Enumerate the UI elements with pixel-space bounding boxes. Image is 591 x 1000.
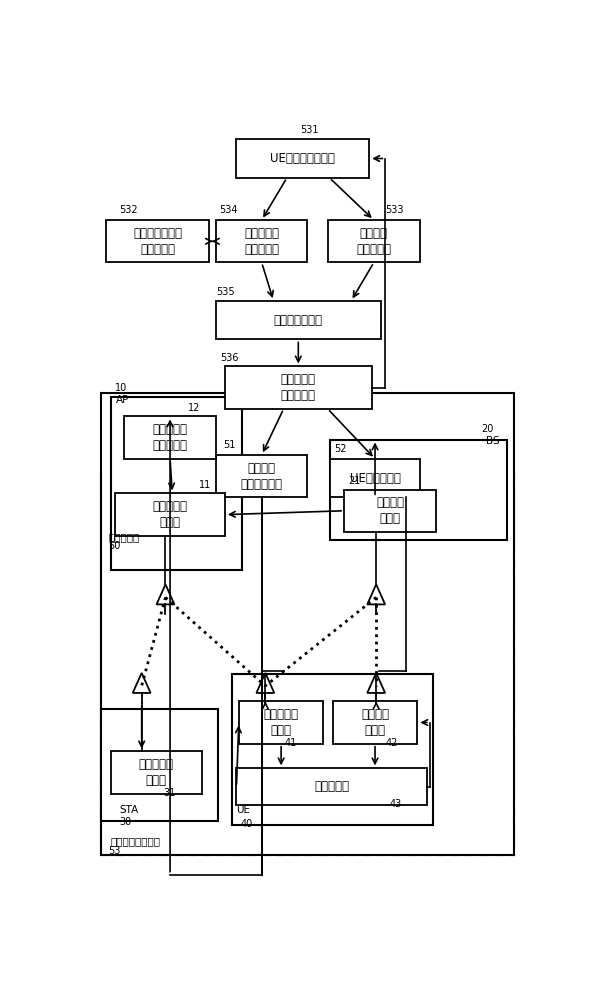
FancyBboxPatch shape <box>216 301 381 339</box>
Text: 536: 536 <box>220 353 239 363</box>
Text: 52: 52 <box>334 444 346 454</box>
FancyBboxPatch shape <box>111 751 202 794</box>
FancyBboxPatch shape <box>102 478 514 855</box>
Text: 非许可频带
通信部: 非许可频带 通信部 <box>152 500 187 529</box>
FancyBboxPatch shape <box>102 393 514 855</box>
Text: 532: 532 <box>119 205 138 215</box>
Text: 30: 30 <box>119 817 132 827</box>
FancyBboxPatch shape <box>239 701 323 744</box>
Text: 线路变更部: 线路变更部 <box>314 780 349 793</box>
FancyBboxPatch shape <box>216 455 307 497</box>
FancyBboxPatch shape <box>333 701 417 744</box>
Text: 许可频带
质量估计部: 许可频带 质量估计部 <box>356 227 391 256</box>
Text: 20: 20 <box>482 424 494 434</box>
FancyBboxPatch shape <box>102 709 218 821</box>
Text: 21: 21 <box>348 476 360 486</box>
Text: UE线路临时确定部: UE线路临时确定部 <box>271 152 335 165</box>
FancyBboxPatch shape <box>115 493 225 536</box>
Text: AP: AP <box>116 395 129 405</box>
Text: 非许可频带
通信部: 非许可频带 通信部 <box>264 708 298 737</box>
Text: 10: 10 <box>115 383 127 393</box>
FancyBboxPatch shape <box>328 220 420 262</box>
Text: 系统容量计算部: 系统容量计算部 <box>274 314 323 327</box>
Text: UE线路指示部: UE线路指示部 <box>350 472 401 485</box>
Text: 线路和参数
最终确定部: 线路和参数 最终确定部 <box>281 373 316 402</box>
Text: 534: 534 <box>219 205 238 215</box>
FancyBboxPatch shape <box>216 220 307 262</box>
Text: 53: 53 <box>108 846 121 856</box>
FancyBboxPatch shape <box>330 459 420 497</box>
Text: 42: 42 <box>385 738 398 748</box>
FancyBboxPatch shape <box>330 440 506 540</box>
Text: 非许可频带
通信部: 非许可频带 通信部 <box>139 758 174 787</box>
Text: 51: 51 <box>223 440 236 450</box>
Text: UE: UE <box>236 805 251 815</box>
Text: BS: BS <box>486 436 500 446</box>
FancyBboxPatch shape <box>344 490 436 532</box>
FancyBboxPatch shape <box>124 416 216 459</box>
Text: 非许可频带参数
临时确定部: 非许可频带参数 临时确定部 <box>133 227 182 256</box>
Text: 线路和参数确定部: 线路和参数确定部 <box>111 836 161 846</box>
FancyBboxPatch shape <box>106 220 209 262</box>
Text: 非许可频带
参数变更部: 非许可频带 参数变更部 <box>152 423 187 452</box>
Text: 非许可频带
质量估计部: 非许可频带 质量估计部 <box>244 227 279 256</box>
Text: 31: 31 <box>163 788 176 798</box>
Text: 管理服务器: 管理服务器 <box>108 532 139 542</box>
Text: 许可频带
通信部: 许可频带 通信部 <box>376 496 404 525</box>
Text: 41: 41 <box>285 738 297 748</box>
Text: 43: 43 <box>390 799 402 809</box>
Text: 533: 533 <box>385 205 404 215</box>
FancyBboxPatch shape <box>232 674 433 825</box>
FancyBboxPatch shape <box>112 397 242 570</box>
Text: STA: STA <box>119 805 139 815</box>
Text: 11: 11 <box>199 480 211 490</box>
Text: 40: 40 <box>241 819 254 829</box>
Text: 许可频带
通信部: 许可频带 通信部 <box>361 708 389 737</box>
Text: 50: 50 <box>108 541 121 551</box>
Text: 非许可频
带参数指示部: 非许可频 带参数指示部 <box>241 462 282 491</box>
Text: 531: 531 <box>301 125 319 135</box>
FancyBboxPatch shape <box>236 139 369 178</box>
Text: 535: 535 <box>216 287 235 297</box>
FancyBboxPatch shape <box>225 366 372 409</box>
Text: 12: 12 <box>187 403 200 413</box>
FancyBboxPatch shape <box>236 768 427 805</box>
